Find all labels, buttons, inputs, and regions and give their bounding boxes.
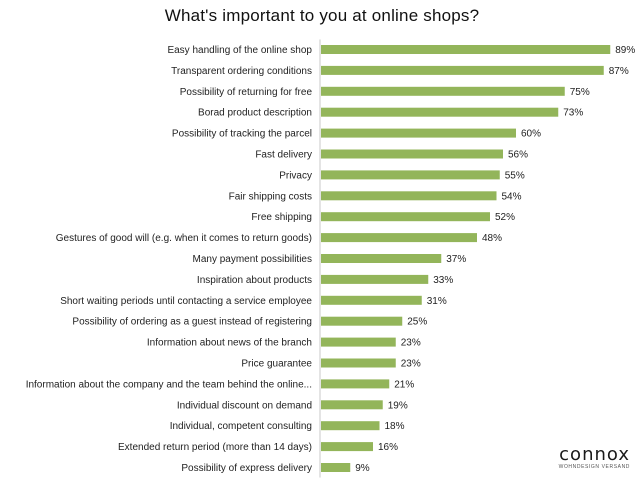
value-label: 37% — [446, 254, 466, 265]
category-label: Many payment possibilities — [193, 254, 313, 265]
category-label: Fast delivery — [255, 150, 312, 161]
bar — [321, 254, 442, 263]
value-label: 31% — [427, 296, 447, 307]
bar — [321, 379, 390, 389]
bar — [321, 170, 500, 180]
value-label: 16% — [378, 442, 398, 453]
value-label: 21% — [394, 379, 414, 390]
value-label: 48% — [482, 233, 502, 244]
category-label: Information about news of the branch — [147, 338, 312, 349]
chart-title: What's important to you at online shops? — [164, 6, 480, 25]
value-label: 52% — [495, 212, 515, 223]
category-label: Gestures of good will (e.g. when it come… — [56, 233, 312, 244]
bar — [321, 212, 490, 222]
category-label: Individual discount on demand — [177, 400, 312, 411]
category-label: Possibility of tracking the parcel — [172, 129, 312, 140]
bar — [321, 358, 396, 368]
category-label: Possibility of ordering as a guest inste… — [72, 317, 312, 328]
bar — [321, 274, 429, 284]
category-label: Easy handling of the online shop — [167, 45, 312, 56]
value-label: 23% — [401, 359, 421, 370]
value-label: 56% — [508, 150, 528, 161]
value-label: 18% — [385, 421, 405, 432]
bar — [321, 107, 559, 117]
value-label: 23% — [401, 338, 421, 349]
bar — [321, 316, 403, 326]
category-label: Privacy — [279, 170, 312, 181]
bar — [321, 65, 604, 75]
category-label: Transparent ordering conditions — [171, 66, 312, 77]
value-label: 19% — [388, 400, 408, 411]
bar — [321, 337, 396, 347]
value-label: 60% — [521, 129, 541, 140]
value-label: 25% — [407, 317, 427, 328]
category-label: Information about the company and the te… — [26, 379, 312, 390]
value-label: 54% — [502, 191, 522, 202]
category-label: Short waiting periods until contacting a… — [60, 296, 312, 307]
bar — [321, 400, 383, 410]
brand-tagline: WOHNDESIGN VERSAND — [558, 464, 630, 470]
category-label: Free shipping — [251, 212, 312, 223]
value-label: 87% — [609, 66, 629, 77]
category-label: Possibility of express delivery — [181, 463, 312, 474]
bar — [321, 233, 477, 243]
value-label: 89% — [615, 45, 635, 56]
category-label: Fair shipping costs — [229, 191, 312, 202]
category-label: Inspiration about products — [197, 275, 312, 286]
bar — [321, 86, 565, 96]
bar — [321, 463, 351, 472]
bar — [321, 295, 422, 305]
value-label: 9% — [355, 463, 370, 474]
value-label: 55% — [505, 170, 525, 181]
bar — [321, 421, 380, 431]
bar — [321, 149, 503, 159]
category-label: Individual, competent consulting — [170, 421, 312, 432]
bar — [321, 442, 373, 452]
category-label: Price guarantee — [241, 359, 312, 370]
bar — [321, 191, 497, 201]
category-label: Extended return period (more than 14 day… — [118, 442, 312, 453]
category-label: Borad product description — [198, 108, 312, 119]
value-label: 73% — [563, 108, 583, 119]
value-label: 75% — [570, 87, 590, 98]
brand-name: connox — [559, 444, 630, 465]
bar — [321, 45, 611, 54]
category-label: Possibility of returning for free — [180, 87, 313, 98]
value-label: 33% — [433, 275, 453, 286]
brand-logo: connox WOHNDESIGN VERSAND — [558, 444, 630, 471]
bar — [321, 128, 516, 138]
